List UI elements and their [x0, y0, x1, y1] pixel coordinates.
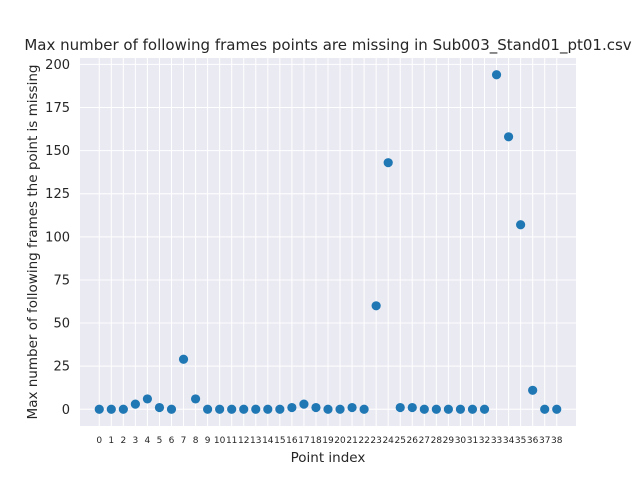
x-tick-label: 27 — [419, 436, 430, 446]
x-tick-label: 31 — [467, 436, 478, 446]
x-tick-label: 15 — [274, 436, 285, 446]
x-tick-label: 32 — [479, 436, 490, 446]
data-point — [227, 404, 237, 414]
data-point — [251, 404, 261, 414]
data-point — [118, 404, 128, 414]
data-point — [540, 404, 550, 414]
data-point — [528, 385, 538, 395]
x-tick-label: 35 — [515, 436, 526, 446]
data-point — [215, 404, 225, 414]
data-point — [431, 404, 441, 414]
x-tick-label: 19 — [322, 436, 334, 446]
data-point — [516, 220, 526, 230]
x-tick-label: 25 — [395, 436, 406, 446]
y-tick-label: 200 — [45, 58, 70, 73]
x-axis-label: Point index — [291, 450, 366, 466]
x-tick-label: 26 — [407, 436, 419, 446]
data-point — [467, 404, 478, 414]
x-tick-label: 33 — [491, 436, 502, 446]
data-point — [275, 404, 285, 414]
x-tick-label: 9 — [205, 436, 211, 446]
x-tick-label: 13 — [250, 436, 261, 446]
data-point — [491, 70, 502, 80]
data-point — [190, 394, 201, 404]
data-point — [166, 404, 177, 414]
x-tick-label: 29 — [443, 436, 455, 446]
data-point — [359, 404, 369, 414]
x-tick-label: 17 — [298, 436, 309, 446]
y-tick-label: 100 — [45, 230, 70, 245]
data-point — [154, 402, 165, 413]
x-tick-label: 37 — [539, 436, 550, 446]
data-point — [443, 404, 453, 414]
x-tick-label: 34 — [503, 436, 515, 446]
chart-title: Max number of following frames points ar… — [24, 36, 631, 55]
data-point — [347, 402, 357, 413]
y-tick-label: 25 — [53, 360, 70, 375]
y-tick-label: 150 — [45, 144, 70, 159]
y-tick-label: 0 — [62, 403, 70, 418]
y-tick-label: 175 — [45, 101, 70, 116]
data-point — [299, 399, 309, 409]
x-tick-label: 23 — [370, 436, 381, 446]
data-points — [94, 70, 562, 414]
x-tick-label: 22 — [358, 436, 369, 446]
x-tick-label: 1 — [108, 436, 114, 446]
data-point — [371, 301, 381, 311]
x-tick-labels: 0 1 2 3 4 5 6 7 8 9 10 11 12 13 14 15 16 17 18 19 20 21 22 23 24… — [96, 436, 562, 446]
x-tick-label: 2 — [120, 436, 126, 446]
grid-lines — [80, 58, 576, 426]
data-point — [383, 158, 393, 168]
x-tick-label: 28 — [431, 436, 443, 446]
data-point — [311, 402, 321, 413]
data-point — [142, 394, 153, 404]
x-tick-label: 0 — [96, 436, 102, 446]
y-axis-label: Max number of following frames the point… — [25, 65, 41, 420]
x-tick-label: 5 — [157, 436, 163, 446]
data-point — [552, 404, 562, 414]
x-tick-label: 30 — [455, 436, 467, 446]
x-tick-label: 12 — [238, 436, 249, 446]
x-tick-label: 7 — [181, 436, 187, 446]
y-tick-label: 75 — [53, 273, 70, 288]
data-point — [287, 402, 297, 413]
y-tick-labels: 0 25 50 75 100 125 150 175 200 — [45, 58, 70, 418]
x-tick-label: 14 — [262, 436, 274, 446]
x-tick-label: 16 — [286, 436, 298, 446]
x-tick-label: 21 — [346, 436, 357, 446]
data-point — [94, 404, 104, 414]
data-point — [335, 404, 345, 414]
x-tick-label: 20 — [334, 436, 346, 446]
data-point — [455, 404, 466, 414]
data-point — [419, 404, 429, 414]
y-tick-label: 50 — [53, 317, 70, 332]
x-tick-label: 8 — [193, 436, 199, 446]
x-tick-label: 6 — [169, 436, 175, 446]
data-point — [479, 404, 490, 414]
data-point — [263, 404, 273, 414]
data-point — [503, 132, 514, 142]
data-point — [407, 402, 417, 413]
data-point — [130, 399, 140, 409]
x-tick-label: 3 — [133, 436, 139, 446]
x-tick-label: 11 — [226, 436, 237, 446]
data-point — [395, 402, 405, 413]
data-point — [106, 404, 116, 414]
x-tick-label: 10 — [214, 436, 226, 446]
x-tick-label: 18 — [310, 436, 322, 446]
data-point — [203, 404, 213, 414]
data-point — [323, 404, 333, 414]
y-tick-label: 125 — [45, 187, 70, 202]
data-point — [178, 354, 189, 364]
x-tick-label: 38 — [551, 436, 563, 446]
data-point — [239, 404, 249, 414]
x-tick-label: 24 — [382, 436, 394, 446]
x-tick-label: 36 — [527, 436, 539, 446]
x-tick-label: 4 — [145, 436, 151, 446]
